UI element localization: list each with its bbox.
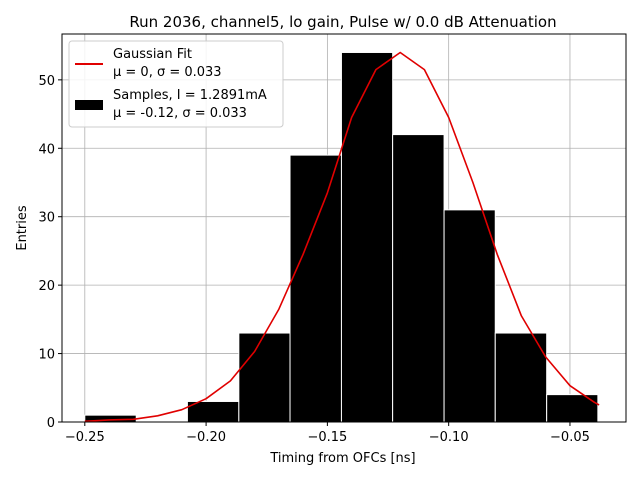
plot-frame — [61, 33, 627, 423]
x-axis-ticks: −0.25 −0.20 −0.15 −0.10 −0.05 — [65, 422, 590, 445]
legend-fit-params: μ = 0, σ = 0.033 — [113, 65, 222, 80]
histogram-bar-7 — [443, 209, 496, 423]
x-tick-label-2: −0.15 — [307, 430, 347, 445]
histogram-bar-3 — [238, 332, 291, 423]
x-tick-label-4: −0.05 — [550, 430, 590, 445]
y-axis-label: Entries — [15, 205, 30, 251]
gaussian-fit-line — [84, 51, 600, 423]
x-axis-label: Timing from OFCs [ns] — [269, 451, 415, 466]
y-tick-label-0: 0 — [47, 416, 55, 431]
legend-samples-label: Samples, I = 1.2891mA — [113, 88, 267, 103]
histogram-bar-2 — [186, 400, 240, 423]
histogram-bar-8 — [494, 332, 548, 423]
legend-box — [68, 40, 284, 128]
x-tick-label-1: −0.20 — [186, 430, 226, 445]
histogram-bar-6 — [392, 134, 445, 423]
chart-title: Run 2036, channel5, lo gain, Pulse w/ 0.… — [129, 13, 556, 31]
x-tick-label-0: −0.25 — [65, 430, 105, 445]
y-tick-label-4: 40 — [38, 142, 55, 157]
y-tick-label-1: 10 — [38, 348, 55, 363]
legend-samples-params: μ = -0.12, σ = 0.033 — [113, 106, 247, 121]
y-tick-label-5: 50 — [38, 74, 55, 89]
histogram-bar-4 — [289, 154, 342, 423]
legend: Gaussian Fit μ = 0, σ = 0.033 Samples, I… — [68, 40, 284, 128]
y-tick-label-2: 20 — [38, 279, 55, 294]
legend-fit-label: Gaussian Fit — [113, 47, 192, 62]
y-axis-ticks: 0 10 20 30 40 50 — [38, 74, 62, 431]
y-tick-label-3: 30 — [38, 211, 55, 226]
x-tick-label-3: −0.10 — [429, 430, 469, 445]
gaussian-fit — [84, 51, 600, 423]
histogram-bar-5 — [340, 51, 394, 423]
legend-hist-swatch — [75, 100, 103, 110]
